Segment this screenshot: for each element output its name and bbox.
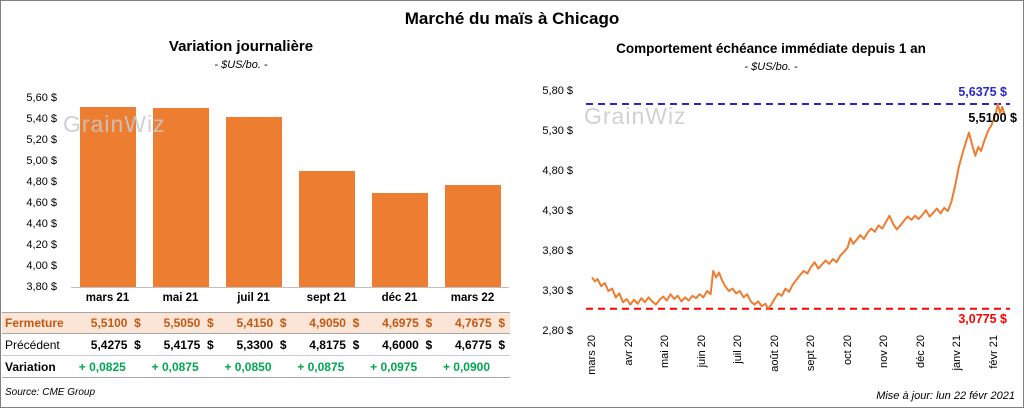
last-price-annotation: 5,5100 $ [968,111,1017,125]
bar-column [363,98,436,287]
table-cell: 4,6975 $ [382,316,433,330]
updated-note: Mise à jour: lun 22 févr 2021 [876,390,1015,402]
line-chart-x-axis: mars 20 avr 20 mai 20 juin 20 juil 20 août 20… [586,335,1010,393]
bar-chart-title: Variation journalière [168,38,314,55]
line-x-label: févr 21 [987,335,1000,369]
bar-y-tick-label: 4,20 $ [26,239,57,251]
line-x-label: sept 20 [805,335,817,372]
line-x-label: mai 20 [659,335,671,369]
row-label: Variation [5,359,56,374]
bar-column [71,98,144,287]
bar-column [290,98,363,287]
row-label: Fermeture [5,316,64,330]
line-y-tick-label: 5,80 $ [542,85,573,97]
bar-x-label: juil 21 [237,292,270,304]
bar-chart-y-axis: 5,60 $ 5,40 $ 5,20 $ 5,00 $ 4,80 $ 4,60 $ 4,40… [1,91,61,301]
line-x-label: oct 20 [841,335,854,365]
bar-chart-x-labels: mars 21 mai 21 juil 21 sept 21 déc 21 mars 22 [71,292,509,304]
line-y-tick-label: 3,30 $ [542,285,573,297]
table-cell: 5,4150 $ [236,316,287,330]
table-row-variation: Variation + 0,0825 + 0,0875 + 0,0850 + 0,087… [2,356,510,378]
line-chart-plot [586,102,1010,310]
table-cell: + 0,0875 [297,359,345,374]
bar-y-tick-label: 4,60 $ [26,197,57,209]
bar-y-tick-label: 5,20 $ [26,134,57,146]
line-chart-title: Comportement échéance immédiate depuis 1… [616,41,926,56]
bar [79,107,136,287]
line-x-label: juil 20 [732,335,744,364]
bar-column [217,98,290,287]
table-cell: 4,8175 $ [309,337,360,352]
bar-y-tick-label: 5,40 $ [26,113,57,125]
table-row-precedent: Précédent 5,4275 $ 5,4175 $ 5,3300 $ 4,8175 … [2,334,510,356]
bar [152,107,209,287]
table-cell: + 0,0825 [78,359,126,374]
line-y-tick-label: 4,30 $ [542,205,573,217]
line-y-tick-label: 3,80 $ [542,245,573,257]
line-chart-subtitle: - $US/bo. - [744,61,798,73]
bar-y-tick-label: 3,80 $ [26,281,57,293]
bar-x-label: sept 21 [306,292,347,304]
table-cell: 5,3300 $ [236,337,287,352]
row-label: Précédent [5,337,60,352]
table-cell: + 0,0875 [151,359,199,374]
line-x-label: déc 20 [914,335,927,369]
bar-x-label: mai 21 [162,292,199,304]
bar-column [436,98,509,287]
line-x-label: janv 21 [951,335,963,371]
price-table: Fermeture 5,5100 $ 5,5050 $ 5,4150 $ 4,9050 … [2,312,510,378]
table-cell: 5,5050 $ [163,316,214,330]
bar [371,192,428,287]
bar-y-tick-label: 4,80 $ [26,176,57,188]
table-cell: 4,6000 $ [382,337,433,352]
line-x-label: avr 20 [622,335,635,366]
page-title: Marché du maïs à Chicago [404,9,620,28]
bar-y-tick-label: 4,40 $ [26,218,57,230]
table-cell: + 0,0900 [442,359,490,374]
line-y-tick-label: 2,80 $ [542,325,573,337]
table-cell: 5,5100 $ [90,316,141,330]
bar-x-label: mars 21 [85,292,130,304]
bar-column [144,98,217,287]
bar [225,117,282,287]
table-cell: 4,6775 $ [454,337,505,352]
line-y-tick-label: 5,30 $ [542,125,573,137]
table-cell: + 0,0850 [224,359,272,374]
bar-chart-plot [71,98,509,288]
table-cell: 5,4175 $ [163,337,214,352]
bar-y-tick-label: 4,00 $ [26,260,57,272]
table-row-fermeture: Fermeture 5,5100 $ 5,5050 $ 5,4150 $ 4,9050 … [2,312,510,334]
table-cell: + 0,0975 [370,359,418,374]
bar-x-label: mars 22 [450,292,495,304]
line-chart-y-axis: 5,80 $ 5,30 $ 4,80 $ 4,30 $ 3,80 $ 3,30 $ 2,80… [521,84,577,344]
table-cell: 4,9050 $ [309,316,360,330]
high-price-annotation: 5,6375 $ [958,85,1007,99]
line-x-label: nov 20 [878,335,890,369]
bar-chart-subtitle: - $US/bo. - [214,59,268,71]
table-cell: 4,7675 $ [454,316,505,330]
bar-y-tick-label: 5,00 $ [26,155,57,167]
bar-y-tick-label: 5,60 $ [26,92,57,104]
price-line-series [591,102,1006,310]
low-price-annotation: 3,0775 $ [958,312,1007,326]
line-x-label: août 20 [768,335,781,372]
source-note: Source: CME Group [5,387,96,398]
table-cell: 5,4275 $ [90,337,141,352]
line-x-label: mars 20 [586,335,598,375]
line-y-tick-label: 4,80 $ [542,165,573,177]
bar [444,185,501,287]
line-x-label: juin 20 [695,335,708,368]
bar [298,170,355,287]
bar-x-label: déc 21 [381,292,418,304]
